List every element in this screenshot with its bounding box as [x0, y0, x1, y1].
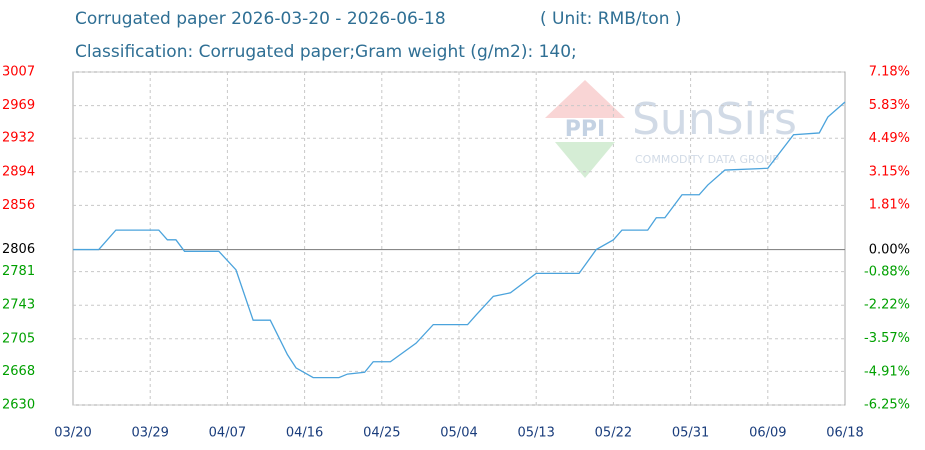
y-tick-label: 2781 [2, 264, 35, 279]
y2-tick-label: -0.88% [864, 264, 910, 279]
chart-title: Corrugated paper 2026-03-20 - 2026-06-18 [75, 9, 446, 29]
y-tick-label: 2856 [2, 198, 35, 213]
unit-label: ( Unit: RMB/ton ) [540, 9, 682, 29]
y2-tick-label: 1.81% [869, 198, 910, 213]
y2-tick-label: -2.22% [864, 298, 910, 313]
x-tick-label: 03/20 [54, 426, 91, 441]
logo-bottom [555, 142, 615, 178]
y-tick-label: 2705 [2, 331, 35, 346]
data-line [73, 101, 846, 379]
y-tick-label: 2668 [2, 364, 35, 379]
y2-tick-label: 3.15% [869, 164, 910, 179]
y-tick-label: 3007 [2, 65, 35, 80]
x-tick-label: 06/18 [826, 426, 863, 441]
x-tick-label: 05/13 [517, 426, 554, 441]
y2-tick-label: 0.00% [869, 243, 910, 258]
x-tick-label: 04/07 [209, 426, 246, 441]
y2-tick-label: -4.91% [864, 364, 910, 379]
y-tick-label: 2743 [2, 298, 35, 313]
x-tick-label: 05/31 [672, 426, 709, 441]
y2-tick-label: 4.49% [869, 131, 910, 146]
x-tick-label: 06/09 [749, 426, 786, 441]
chart-subtitle: Classification: Corrugated paper;Gram we… [75, 42, 577, 62]
y2-tick-label: -6.25% [864, 398, 910, 413]
y-tick-label: 2806 [2, 242, 35, 257]
y-tick-label: 2894 [2, 164, 35, 179]
y2-tick-label: 5.83% [869, 98, 910, 113]
watermark: PPI SunSirs COMMODITY DATA GROUP [545, 80, 797, 178]
y2-tick-label: -3.57% [864, 331, 910, 346]
brand: SunSirs [632, 94, 797, 145]
x-tick-label: 05/22 [595, 426, 632, 441]
y-tick-label: 2932 [2, 131, 35, 146]
y-tick-label: 2630 [2, 398, 35, 413]
logo-top [545, 80, 625, 118]
x-tick-label: 05/04 [440, 426, 477, 441]
x-tick-label: 03/29 [131, 426, 168, 441]
x-tick-label: 04/25 [363, 426, 400, 441]
y-tick-label: 2969 [2, 98, 35, 113]
y2-tick-label: 7.18% [869, 65, 910, 80]
x-tick-label: 04/16 [286, 426, 323, 441]
tagline: COMMODITY DATA GROUP [635, 153, 779, 166]
